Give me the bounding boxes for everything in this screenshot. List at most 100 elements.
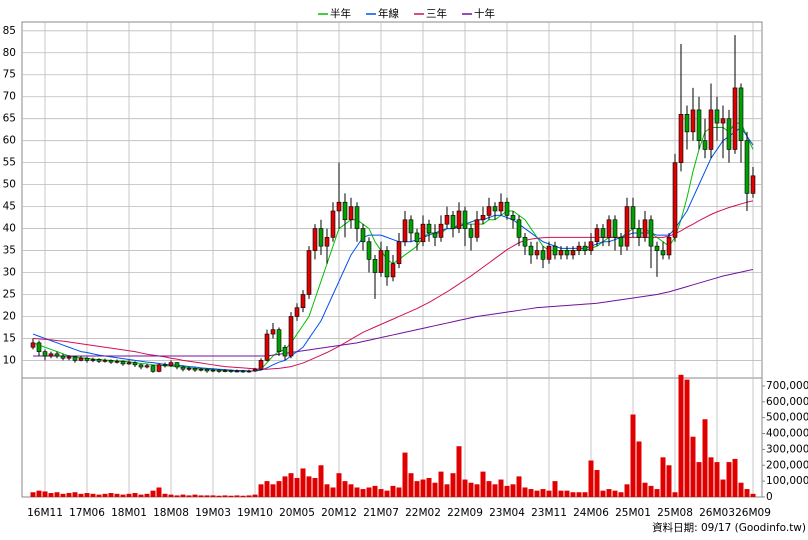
volume-bar bbox=[144, 493, 150, 497]
volume-bar bbox=[738, 482, 744, 497]
candle-body bbox=[156, 364, 162, 372]
volume-bar bbox=[384, 490, 390, 497]
volume-bar bbox=[576, 492, 582, 497]
volume-bar bbox=[138, 494, 144, 497]
volume-bar bbox=[612, 490, 618, 497]
candle-body bbox=[312, 228, 318, 251]
volume-bar bbox=[660, 457, 666, 497]
x-tick-label: 20M05 bbox=[279, 507, 315, 519]
x-tick-label: 17M06 bbox=[69, 507, 105, 519]
footer: 資料日期: 09/17 (Goodinfo.tw) bbox=[652, 521, 806, 534]
volume-bar bbox=[348, 484, 354, 497]
legend-label: 三年 bbox=[426, 7, 447, 20]
candle-body bbox=[120, 360, 126, 365]
candle-body bbox=[726, 118, 732, 150]
candle-body bbox=[408, 219, 414, 234]
candle-body bbox=[516, 219, 522, 238]
volume-bar bbox=[570, 492, 576, 497]
volume-bar bbox=[264, 481, 270, 497]
volume-bar bbox=[102, 493, 108, 497]
volume-bar bbox=[420, 479, 426, 497]
volume-bar bbox=[510, 484, 516, 497]
volume-bar bbox=[522, 487, 528, 497]
y-tick-label: 65 bbox=[3, 113, 16, 125]
candle-body bbox=[510, 215, 516, 221]
volume-bar bbox=[360, 489, 366, 497]
volume-bar bbox=[648, 485, 654, 497]
volume-bar bbox=[666, 465, 672, 497]
volume-bar bbox=[618, 492, 624, 497]
candle-body bbox=[324, 237, 330, 247]
candle-body bbox=[648, 219, 654, 247]
y-tick-label: 55 bbox=[3, 157, 16, 169]
candle-body bbox=[630, 206, 636, 229]
volume-bar bbox=[240, 495, 246, 497]
candle-body bbox=[366, 241, 372, 260]
candle-body bbox=[432, 232, 438, 238]
candle-body bbox=[612, 219, 618, 238]
candle-body bbox=[480, 215, 486, 221]
candle-body bbox=[36, 342, 42, 352]
volume-bar bbox=[432, 482, 438, 497]
candle-body bbox=[564, 250, 570, 256]
volume-bar bbox=[150, 490, 156, 497]
candle-body bbox=[258, 360, 264, 370]
volume-tick-label: 0 bbox=[766, 491, 773, 503]
volume-bar bbox=[684, 379, 690, 497]
volume-bar bbox=[600, 490, 606, 497]
x-tick-label: 21M07 bbox=[363, 507, 399, 519]
candle-body bbox=[192, 368, 198, 371]
candle-body bbox=[474, 219, 480, 238]
volume-bar bbox=[300, 468, 306, 497]
candle-body bbox=[222, 370, 228, 372]
candle-body bbox=[72, 356, 78, 361]
candle-body bbox=[606, 219, 612, 238]
volume-bar bbox=[330, 487, 336, 497]
candle-body bbox=[342, 201, 348, 221]
volume-bar bbox=[54, 492, 60, 497]
volume-bar bbox=[366, 487, 372, 497]
candle-body bbox=[642, 219, 648, 238]
volume-bar bbox=[390, 485, 396, 497]
volume-bar bbox=[654, 489, 660, 497]
x-tick-label: 19M10 bbox=[237, 507, 273, 519]
candle-body bbox=[372, 259, 378, 273]
candle-body bbox=[78, 357, 84, 361]
candle-body bbox=[660, 250, 666, 256]
x-tick-label: 18M08 bbox=[153, 507, 189, 519]
candle-body bbox=[300, 294, 306, 308]
volume-tick-label: 500,000 bbox=[766, 412, 808, 424]
volume-bar bbox=[426, 477, 432, 497]
volume-bar bbox=[84, 493, 90, 497]
volume-bar bbox=[78, 493, 84, 497]
volume-bar bbox=[552, 481, 558, 497]
volume-bar bbox=[270, 484, 276, 497]
candle-body bbox=[702, 140, 708, 150]
y-tick-label: 20 bbox=[3, 310, 16, 322]
candle-body bbox=[204, 368, 210, 372]
volume-bar bbox=[696, 462, 702, 497]
candle-body bbox=[498, 201, 504, 212]
volume-bar bbox=[516, 476, 522, 497]
candle-body bbox=[750, 175, 756, 194]
legend-label: 半年 bbox=[330, 7, 351, 20]
candle-body bbox=[54, 353, 60, 357]
candle-body bbox=[210, 369, 216, 372]
volume-bar bbox=[324, 484, 330, 497]
candle-body bbox=[96, 359, 102, 362]
x-tick-label: 26M03 bbox=[699, 507, 735, 519]
volume-bar bbox=[606, 489, 612, 497]
volume-bar bbox=[750, 493, 756, 497]
candle-body bbox=[588, 241, 594, 251]
volume-tick-label: 300,000 bbox=[766, 443, 808, 455]
volume-bar bbox=[210, 495, 216, 497]
candle-body bbox=[444, 215, 450, 225]
volume-bar bbox=[354, 487, 360, 497]
volume-bar bbox=[450, 473, 456, 497]
volume-bar bbox=[528, 489, 534, 497]
volume-bar bbox=[546, 490, 552, 497]
candle-body bbox=[666, 237, 672, 256]
y-tick-label: 85 bbox=[3, 25, 16, 37]
y-tick-label: 40 bbox=[3, 223, 16, 235]
candle-body bbox=[438, 223, 444, 238]
